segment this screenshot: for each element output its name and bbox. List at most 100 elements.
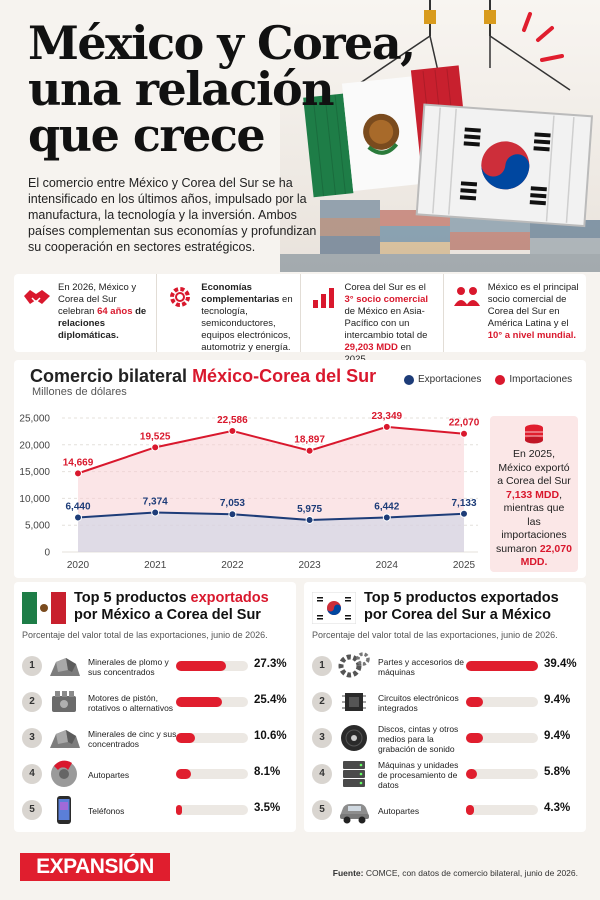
phone-icon	[57, 796, 71, 824]
mexico-container	[303, 65, 471, 198]
percent-bar	[466, 805, 538, 815]
x-tick-label: 2025	[453, 560, 476, 571]
gears-icon	[338, 652, 370, 678]
percent-bar-fill	[176, 661, 226, 671]
percent-bar	[466, 769, 538, 779]
data-point	[74, 469, 82, 478]
rank-badge: 3	[22, 728, 42, 748]
rank-badge: 3	[312, 728, 332, 748]
product-label: Máquinas y unidades de procesamiento de …	[378, 760, 470, 790]
product-label: Discos, cintas y otros medios para la gr…	[378, 724, 470, 754]
chart-title-black: Comercio bilateral	[30, 366, 193, 386]
data-label: 18,897	[294, 435, 325, 446]
product-label-text: Teléfonos	[88, 806, 125, 816]
top5-title-line1: Top 5 productos exportados	[364, 590, 559, 606]
text-run: 64 años	[97, 306, 133, 317]
percent-bar-fill	[176, 733, 196, 743]
percent-value: 5.8%	[544, 766, 571, 778]
chart-subtitle: Millones de dólares	[32, 386, 127, 398]
top5-header: Top 5 productos exportados por México a …	[20, 586, 290, 632]
series-area	[78, 512, 464, 552]
list-item: 4 Autopartes 8.1%	[14, 756, 296, 792]
percent-bar-fill	[466, 769, 477, 779]
container-illustration	[280, 0, 600, 272]
percent-bar	[176, 733, 248, 743]
rank-badge: 2	[312, 692, 332, 712]
product-label-text: Discos, cintas y otros medios para la gr…	[378, 724, 459, 754]
page-title: México y Corea, una relación que crece	[28, 20, 416, 162]
header: México y Corea, una relación que crece E…	[0, 0, 600, 272]
fact-text: Economías complementarias en tecnología,…	[201, 282, 293, 354]
product-label-text: Partes y accesorios de máquinas	[378, 657, 464, 677]
data-label: 7,374	[143, 496, 168, 507]
chart-note-text: En 2025, México exportó a Corea del Sur …	[496, 448, 572, 570]
mexico-flag-icon	[22, 592, 66, 624]
data-label: 14,669	[63, 457, 94, 468]
percent-value: 10.6%	[254, 730, 287, 742]
gear-icon	[170, 287, 191, 307]
legend-marker	[495, 374, 506, 385]
text-run: 10° a nivel mundial.	[487, 330, 577, 341]
data-label: 19,525	[140, 431, 171, 442]
korea-flag-icon	[312, 592, 356, 624]
top5-list: 1 Minerales de plomo y sus concentrados 27…	[14, 648, 296, 828]
car-icon	[340, 804, 369, 824]
data-label: 22,070	[449, 418, 480, 429]
fact-text: En 2026, México y Corea del Sur celebran…	[58, 282, 150, 342]
data-label: 6,440	[65, 501, 90, 512]
product-label: Autopartes	[88, 760, 180, 790]
list-item: 3 Minerales de cinc y sus concentrados 10.…	[14, 720, 296, 756]
top5-title: Top 5 productos exportados por Corea del…	[364, 590, 559, 624]
product-label-text: Circuitos electrónicos integrados	[378, 693, 459, 713]
data-point	[74, 513, 82, 522]
product-label-text: Minerales de plomo y sus concentrados	[88, 657, 169, 677]
list-item: 4 Máquinas y unidades de procesamiento de…	[304, 756, 586, 792]
fact-card: México es el principal socio comercial d…	[444, 274, 586, 352]
top5-mexico-panel: Top 5 productos exportados por México a …	[14, 582, 296, 832]
brake-disc-icon	[51, 760, 77, 787]
data-point	[382, 422, 391, 431]
percent-bar-fill	[466, 697, 484, 707]
percent-bar-fill	[176, 697, 223, 707]
data-point	[460, 429, 468, 438]
top5-subtitle: Porcentaje del valor total de las export…	[22, 630, 268, 640]
source-label: Fuente:	[332, 868, 364, 878]
text-run: En 2026,	[58, 282, 97, 293]
rank-badge: 1	[22, 656, 42, 676]
text-run: Economías complementarias	[201, 282, 280, 305]
source-note: Fuente: COMCE, con datos de comercio bil…	[333, 868, 578, 878]
top5-korea-panel: Top 5 productos exportados por Corea del…	[304, 582, 586, 832]
list-item: 2 Circuitos electrónicos integrados 9.4%	[304, 684, 586, 720]
data-point	[228, 510, 237, 519]
percent-bar-fill	[466, 805, 474, 815]
ore-icon	[50, 730, 80, 748]
legend-item: Importaciones	[495, 374, 572, 385]
percent-bar	[176, 661, 248, 671]
data-point	[382, 513, 391, 522]
legend-item: Exportaciones	[404, 374, 481, 385]
chart-title-red: México-Corea del Sur	[192, 366, 377, 386]
rank-badge: 4	[22, 764, 42, 784]
data-label: 22,586	[217, 415, 248, 426]
data-label: 23,349	[372, 411, 403, 422]
top5-header: Top 5 productos exportados por Corea del…	[310, 586, 580, 632]
expansion-logo: EXPANSIÓN	[20, 853, 170, 881]
fact-text: Corea del Sur es el 3° socio comercial d…	[345, 282, 437, 366]
title-line: que crece	[28, 108, 266, 162]
percent-value: 27.3%	[254, 658, 287, 670]
text-run: de relaciones diplomáticas.	[58, 306, 147, 341]
list-item: 1 Partes y accesorios de máquinas 39.4%	[304, 648, 586, 684]
legend-marker	[404, 374, 414, 385]
x-tick-label: 2024	[376, 560, 399, 571]
fact-card: Economías complementarias en tecnología,…	[157, 274, 301, 354]
data-point	[460, 509, 468, 518]
data-point	[305, 446, 314, 455]
product-label: Partes y accesorios de máquinas	[378, 652, 470, 682]
chart-title: Comercio bilateral México-Corea del Sur	[30, 366, 376, 387]
series-line	[77, 425, 465, 475]
line-chart: 0 5,000 10,000 15,000 20,000 25,000 2020 2021 20…	[19, 411, 480, 571]
top5-title-line2: por Corea del Sur a México	[364, 607, 551, 623]
bar-chart-icon	[312, 288, 334, 308]
text-run: México y Corea del Sur celebran	[58, 282, 137, 317]
list-item: 1 Minerales de plomo y sus concentrados 27…	[14, 648, 296, 684]
